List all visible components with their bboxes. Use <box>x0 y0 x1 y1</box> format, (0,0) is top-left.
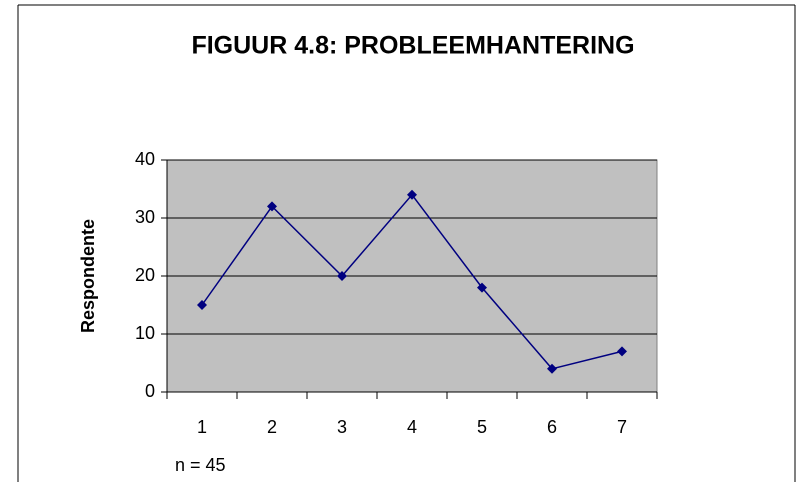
x-tick-label: 2 <box>267 417 277 437</box>
y-tick-label: 40 <box>135 149 155 169</box>
chart-title: FIGUUR 4.8: PROBLEEMHANTERING <box>191 32 634 60</box>
x-tick-label: 4 <box>407 417 417 437</box>
data-point <box>267 201 277 212</box>
data-point <box>337 271 347 281</box>
x-tick-label: 1 <box>197 417 207 437</box>
x-tick-label: 7 <box>617 417 627 437</box>
y-axis-label: Respondente <box>78 219 98 333</box>
x-tick-label: 3 <box>337 417 347 437</box>
annotation: n = 45 <box>175 455 226 475</box>
x-tick-label: 5 <box>477 417 487 437</box>
y-tick-label: 0 <box>145 381 155 401</box>
data-point <box>547 363 557 374</box>
data-point <box>407 189 417 200</box>
y-tick-label: 10 <box>135 323 155 343</box>
data-point <box>617 346 627 357</box>
data-point <box>477 282 487 293</box>
x-tick-label: 6 <box>547 417 557 437</box>
y-tick-label: 20 <box>135 265 155 285</box>
y-tick-label: 30 <box>135 207 155 227</box>
data-point <box>197 300 207 310</box>
